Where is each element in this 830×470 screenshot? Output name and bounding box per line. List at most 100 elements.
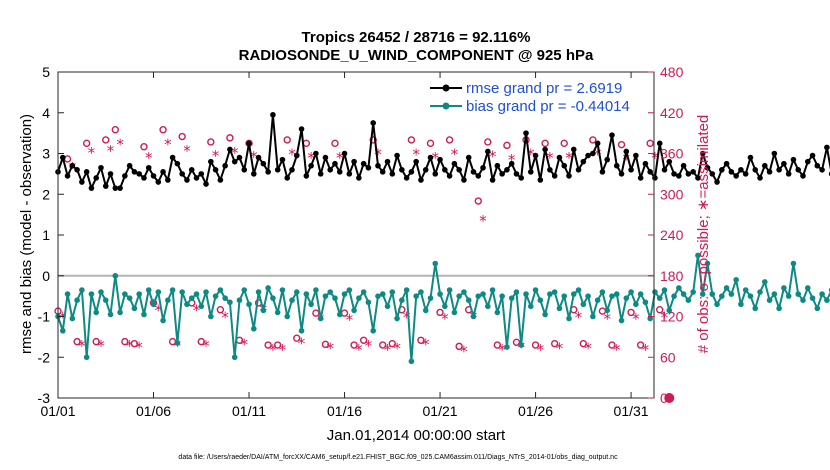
rmse-point <box>570 146 577 153</box>
rmse-point <box>145 164 152 171</box>
obs-possible-point <box>379 341 387 349</box>
rmse-point <box>781 160 787 167</box>
rmse-point <box>126 162 133 169</box>
rmse-point <box>680 162 687 169</box>
obs-assimilated-point: * <box>623 150 631 168</box>
bias-point <box>814 305 821 312</box>
bias-point <box>165 297 171 304</box>
bias-point <box>690 289 696 295</box>
bias-point <box>685 297 692 304</box>
obs-assimilated-point: * <box>642 341 650 359</box>
bias-point <box>289 297 295 304</box>
obs-assimilated-point: * <box>422 336 430 354</box>
y-tick-label: 5 <box>42 64 50 80</box>
x-tick-label: 01/26 <box>518 403 553 419</box>
obs-possible-point <box>550 339 559 348</box>
obs-assimilated-point: * <box>307 149 315 167</box>
obs-possible-point <box>531 341 540 349</box>
bias-point <box>570 291 577 297</box>
bias-point <box>676 285 682 291</box>
rmse-point <box>470 169 477 175</box>
bias-point <box>427 295 434 301</box>
bias-point <box>800 297 806 304</box>
rmse-point <box>652 175 658 181</box>
rmse-point <box>465 154 472 161</box>
rmse-point <box>365 164 372 171</box>
rmse-point <box>265 169 271 175</box>
obs-possible-point <box>484 138 492 146</box>
bias-point <box>709 291 716 297</box>
bias-point <box>824 297 830 304</box>
obs-possible-point <box>359 336 368 344</box>
obs-possible-point <box>589 136 597 144</box>
obs-possible-point <box>140 143 148 151</box>
rmse-point <box>809 152 816 159</box>
obs-assimilated-point: * <box>460 342 468 360</box>
obs-assimilated-point: * <box>365 337 373 355</box>
x-tick-label: 01/21 <box>423 403 458 419</box>
rmse-point <box>590 150 596 157</box>
rmse-point <box>64 173 71 179</box>
bias-point <box>628 289 634 295</box>
bias-point <box>379 291 386 297</box>
bias-point <box>757 289 763 295</box>
bias-point <box>222 295 228 301</box>
bias-point <box>714 301 720 308</box>
bias-point <box>231 354 238 361</box>
rmse-point <box>461 177 467 183</box>
rmse-point <box>293 152 300 159</box>
legend-rmse-label: rmse grand pr = 2.6919 <box>466 80 622 97</box>
obs-assimilated-point: * <box>221 309 229 327</box>
rmse-point <box>79 179 85 185</box>
bias-point <box>499 293 505 299</box>
obs-assimilated-point: * <box>298 334 306 352</box>
obs-assimilated-point: * <box>78 337 86 355</box>
bias-point <box>475 293 482 299</box>
rmse-point <box>804 158 811 165</box>
bias-point <box>327 289 334 295</box>
rmse-point <box>747 154 754 161</box>
rmse-point <box>776 167 782 173</box>
bias-point <box>317 315 324 322</box>
obs-possible-point <box>369 136 377 144</box>
rmse-point <box>518 175 525 181</box>
y-tick-label: 2 <box>42 186 50 202</box>
legend: rmse grand pr = 2.6919 bias grand pr = -… <box>426 80 642 115</box>
rmse-point <box>628 167 634 173</box>
obs-assimilated-point: * <box>632 310 640 328</box>
rmse-point <box>442 167 448 173</box>
obs-assimilated-point: * <box>346 311 354 329</box>
obs-assimilated-point: * <box>326 340 334 358</box>
obs-assimilated-point: * <box>441 310 449 328</box>
bias-point <box>594 297 601 304</box>
bias-point <box>518 342 525 348</box>
rmse-point <box>270 111 276 118</box>
rmse-point <box>676 173 682 179</box>
rmse-point <box>193 175 200 181</box>
rmse-point <box>399 167 405 173</box>
obs-possible-point <box>560 139 568 148</box>
bias-point <box>193 291 200 297</box>
obs-assimilated-point: * <box>336 149 344 167</box>
bias-point <box>69 315 76 322</box>
rmse-point <box>279 156 286 163</box>
rmse-point <box>74 167 80 173</box>
rmse-point <box>432 171 439 177</box>
bias-point <box>208 313 214 320</box>
bias-point <box>217 287 224 293</box>
rmse-point <box>394 152 400 159</box>
rmse-point <box>136 171 142 177</box>
y-tick-label: -3 <box>38 390 51 406</box>
obs-assimilated-point: * <box>250 148 258 166</box>
bias-point <box>633 301 639 308</box>
bias-point <box>809 295 816 301</box>
rmse-point <box>246 140 252 147</box>
bias-point <box>819 291 825 297</box>
rmse-point <box>523 130 529 136</box>
obs-possible-point <box>273 341 282 349</box>
obs-possible-point <box>646 139 654 148</box>
rmse-point <box>336 169 343 175</box>
obs-possible-point <box>579 339 588 348</box>
bias-point <box>609 293 615 299</box>
rmse-point <box>231 158 238 165</box>
